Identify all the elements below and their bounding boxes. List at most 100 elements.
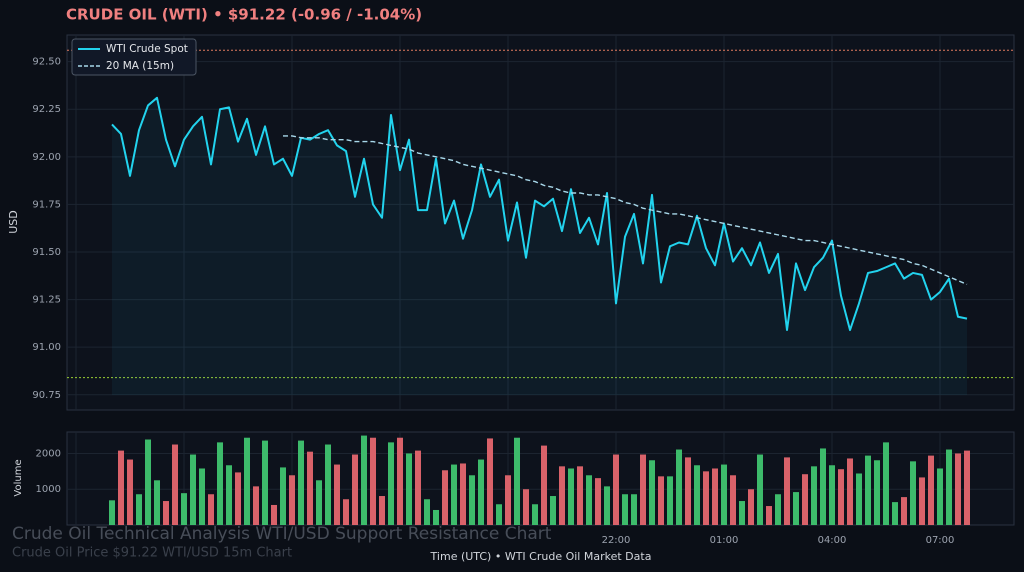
volume-bar	[757, 454, 763, 525]
y-tick-label: 91.75	[32, 199, 61, 210]
legend-label: 20 MA (15m)	[106, 60, 174, 72]
volume-bar	[496, 504, 502, 525]
volume-bar	[694, 465, 700, 525]
volume-bar	[406, 453, 412, 525]
y-axis-label: USD	[7, 210, 20, 234]
y-tick-label: 1000	[36, 484, 61, 495]
volume-bar	[244, 437, 250, 525]
volume-bar	[541, 445, 547, 525]
legend-label: WTI Crude Spot	[106, 43, 188, 55]
volume-bar	[271, 504, 277, 525]
volume-bar	[226, 465, 232, 525]
volume-bar	[118, 450, 124, 525]
volume-bar	[721, 464, 727, 525]
volume-bar	[514, 437, 520, 525]
volume-bar	[109, 500, 115, 525]
volume-bar	[883, 442, 889, 525]
volume-bar	[136, 494, 142, 525]
volume-bar	[289, 475, 295, 525]
volume-bar	[379, 496, 385, 525]
series-line	[111, 96, 968, 332]
plot-layer: 90.75 91.00 91.25 91.50 91.75 92.00 92.25 92.50…	[32, 35, 1014, 546]
volume-bar	[181, 493, 187, 525]
volume-bar	[208, 494, 214, 525]
volume-bar	[487, 438, 493, 525]
volume-bar	[685, 457, 691, 525]
volume-bar	[586, 475, 592, 525]
legend: WTI Crude Spot 20 MA (15m)	[71, 38, 197, 76]
volume-bar	[739, 501, 745, 525]
volume-bar	[523, 489, 529, 525]
volume-bar	[199, 468, 205, 525]
x-tick-label: 22:00	[602, 535, 631, 546]
volume-bar	[388, 442, 394, 525]
volume-bar	[937, 468, 943, 525]
y-tick-label: 91.25	[32, 295, 61, 306]
volume-bar	[370, 437, 376, 525]
volume-bar	[910, 461, 916, 525]
volume-bar	[217, 442, 223, 525]
volume-bar	[730, 475, 736, 525]
volume-bar	[361, 435, 367, 525]
volume-bar	[253, 486, 259, 525]
volume-bar	[163, 501, 169, 525]
volume-bar	[775, 494, 781, 525]
volume-bar	[838, 469, 844, 525]
volume-bar	[145, 439, 151, 525]
volume-bar	[658, 476, 664, 525]
x-tick-label: 04:00	[818, 535, 847, 546]
volume-bar	[946, 449, 952, 525]
volume-bar	[667, 476, 673, 525]
area-fill	[112, 97, 967, 395]
volume-bar	[307, 451, 313, 525]
volume-bar	[469, 475, 475, 525]
volume-bar	[190, 454, 196, 525]
y-tick-label: 91.50	[32, 247, 61, 258]
volume-bar	[424, 499, 430, 525]
volume-bar	[955, 453, 961, 525]
volume-bar	[820, 448, 826, 525]
volume-bar	[442, 470, 448, 525]
x-axis-label: Time (UTC) • WTI Crude Oil Market Data	[430, 550, 652, 563]
volume-bar	[604, 486, 610, 525]
volume-bar	[577, 466, 583, 525]
volume-bar	[433, 509, 439, 525]
volume-bar	[343, 499, 349, 525]
volume-bar	[919, 477, 925, 525]
y-tick-label: 92.25	[32, 104, 61, 115]
volume-axis-label: Volume	[13, 459, 24, 496]
volume-bar	[397, 437, 403, 525]
volume-bar	[766, 506, 772, 525]
x-tick-label: 01:00	[710, 535, 739, 546]
volume-bar	[127, 459, 133, 525]
volume-bar	[262, 440, 268, 525]
volume-bar	[325, 444, 331, 525]
volume-bar	[298, 440, 304, 525]
volume-bar	[451, 464, 457, 525]
volume-bar	[172, 444, 178, 525]
volume-bar	[793, 492, 799, 525]
volume-bar	[460, 463, 466, 525]
volume-bar	[703, 471, 709, 525]
volume-bar	[334, 464, 340, 525]
volume-bar	[478, 459, 484, 525]
volume-bar	[856, 473, 862, 525]
volume-bar	[892, 502, 898, 525]
volume-bar	[559, 466, 565, 525]
volume-bar	[811, 466, 817, 525]
y-tick-label: 2000	[36, 448, 61, 459]
legend-box	[71, 38, 197, 76]
volume-bar	[676, 449, 682, 525]
volume-bar	[802, 474, 808, 525]
volume-bar	[928, 455, 934, 525]
volume-bar	[748, 489, 754, 525]
volume-bar	[415, 450, 421, 525]
volume-bar	[316, 480, 322, 525]
volume-bar	[550, 496, 556, 525]
volume-bar	[235, 472, 241, 525]
volume-bar	[847, 458, 853, 525]
volume-bar	[631, 494, 637, 525]
volume-bar	[568, 468, 574, 525]
volume-bar	[640, 454, 646, 525]
